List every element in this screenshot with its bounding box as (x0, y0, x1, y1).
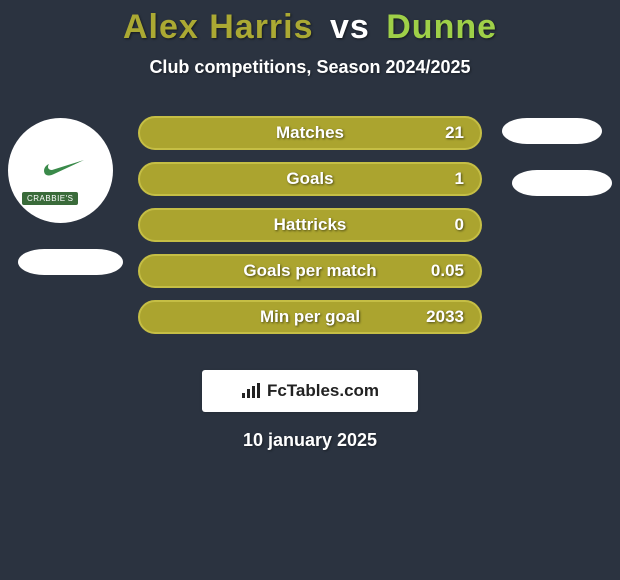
player2-pill-1 (502, 118, 602, 144)
player1-name: Alex Harris (123, 8, 314, 46)
stat-label: Goals per match (140, 261, 480, 281)
player2-pill-2 (512, 170, 612, 196)
brand-badge: FcTables.com (202, 370, 418, 412)
brand-text: FcTables.com (267, 381, 379, 401)
stat-row: Hattricks0 (138, 208, 482, 242)
stat-value: 2033 (426, 307, 464, 327)
stat-value: 0 (455, 215, 464, 235)
date-text: 10 january 2025 (0, 430, 620, 451)
nike-swoosh-icon (42, 158, 86, 178)
vs-separator: vs (330, 8, 370, 46)
stat-label: Hattricks (140, 215, 480, 235)
stat-label: Matches (140, 123, 480, 143)
stat-row: Matches21 (138, 116, 482, 150)
page-title: Alex Harris vs Dunne (0, 0, 620, 47)
bars-icon (241, 383, 261, 399)
stat-row: Min per goal2033 (138, 300, 482, 334)
stat-row: Goals1 (138, 162, 482, 196)
subtitle: Club competitions, Season 2024/2025 (0, 57, 620, 78)
stat-value: 1 (455, 169, 464, 189)
player2-name: Dunne (386, 8, 497, 46)
player1-avatar: CRABBIE'S (8, 118, 113, 223)
stat-value: 21 (445, 123, 464, 143)
avatar-sponsor-tag: CRABBIE'S (22, 192, 78, 205)
stat-row: Goals per match0.05 (138, 254, 482, 288)
player1-name-pill (18, 249, 123, 275)
stat-value: 0.05 (431, 261, 464, 281)
comparison-card: Alex Harris vs Dunne Club competitions, … (0, 0, 620, 580)
stats-list: Matches21 Goals1 Hattricks0 Goals per match… (138, 116, 482, 346)
stat-label: Goals (140, 169, 480, 189)
